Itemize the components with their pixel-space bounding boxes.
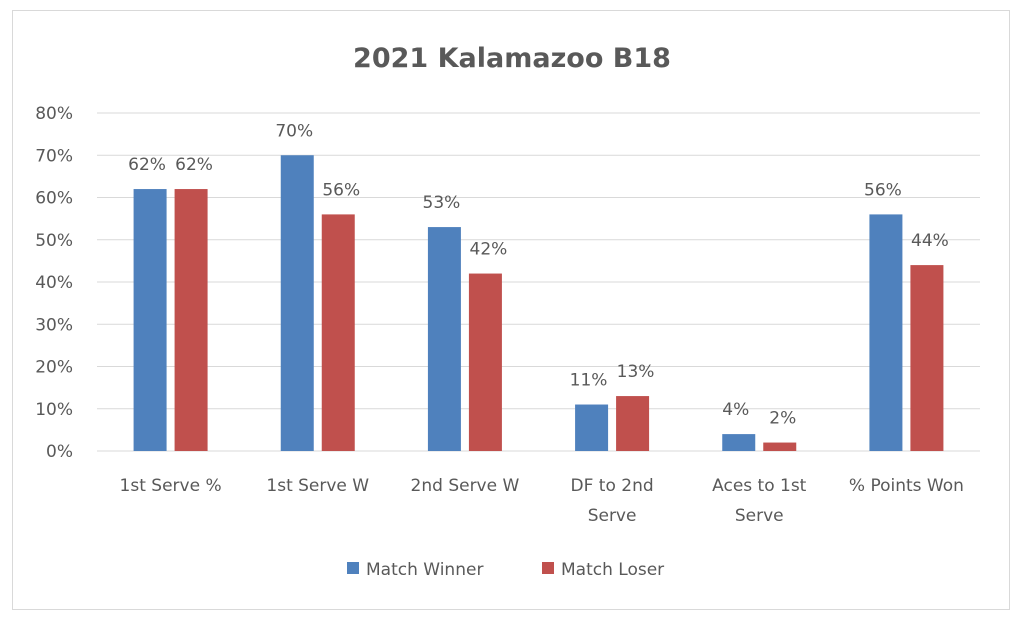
y-tick-label: 40%: [35, 273, 73, 293]
bar: [468, 273, 502, 451]
category-label: 1st Serve W: [266, 476, 369, 496]
y-tick-label: 20%: [35, 358, 73, 378]
y-tick-label: 30%: [35, 315, 73, 335]
bar: [575, 404, 609, 451]
bar: [763, 442, 797, 451]
data-label: 13%: [617, 362, 655, 382]
bar: [616, 396, 650, 451]
data-labels: 62% 62% 70% 56% 53% 42% 11% 13% 4% 2% 56% 44%: [128, 121, 949, 428]
data-label: 62%: [128, 155, 166, 175]
bar: [910, 265, 944, 451]
data-label: 56%: [322, 180, 360, 200]
data-label: 11%: [570, 371, 608, 391]
data-label: 44%: [911, 231, 949, 251]
data-label: 4%: [722, 400, 749, 420]
data-label: 62%: [175, 155, 213, 175]
data-label: 42%: [470, 240, 508, 260]
y-tick-label: 50%: [35, 231, 73, 251]
bar: [321, 214, 355, 451]
data-label: 53%: [423, 193, 461, 213]
y-tick-label: 70%: [35, 146, 73, 166]
y-tick-label: 10%: [35, 400, 73, 420]
bar: [133, 189, 167, 452]
data-label: 56%: [864, 180, 902, 200]
category-label: Aces to 1st: [712, 476, 807, 496]
y-tick-label: 80%: [35, 104, 73, 124]
category-label: Serve: [588, 506, 637, 526]
data-label: 2%: [769, 409, 796, 429]
x-axis: 1st Serve % 1st Serve W 2nd Serve W DF to 2…: [120, 476, 964, 526]
legend-label: Match Winner: [366, 560, 483, 580]
category-label: DF to 2nd: [571, 476, 654, 496]
data-label: 70%: [275, 121, 313, 141]
bar: [427, 227, 461, 451]
category-label: % Points Won: [849, 476, 964, 496]
bars: [133, 155, 944, 452]
legend-swatch: [542, 562, 554, 574]
category-label: Serve: [735, 506, 784, 526]
y-tick-label: 60%: [35, 189, 73, 209]
legend-swatch: [347, 562, 359, 574]
legend: Match Winner Match Loser: [347, 560, 664, 580]
bar: [174, 189, 208, 452]
category-label: 1st Serve %: [120, 476, 222, 496]
gridlines: [97, 112, 980, 452]
bar: [722, 434, 756, 451]
category-label: 2nd Serve W: [411, 476, 520, 496]
bar: [280, 155, 314, 451]
y-tick-label: 0%: [46, 442, 73, 462]
chart-title: 2021 Kalamazoo B18: [353, 43, 671, 74]
y-axis: 0% 10% 20% 30% 40% 50% 60% 70% 80%: [35, 104, 73, 462]
bar: [869, 214, 903, 451]
legend-label: Match Loser: [561, 560, 664, 580]
